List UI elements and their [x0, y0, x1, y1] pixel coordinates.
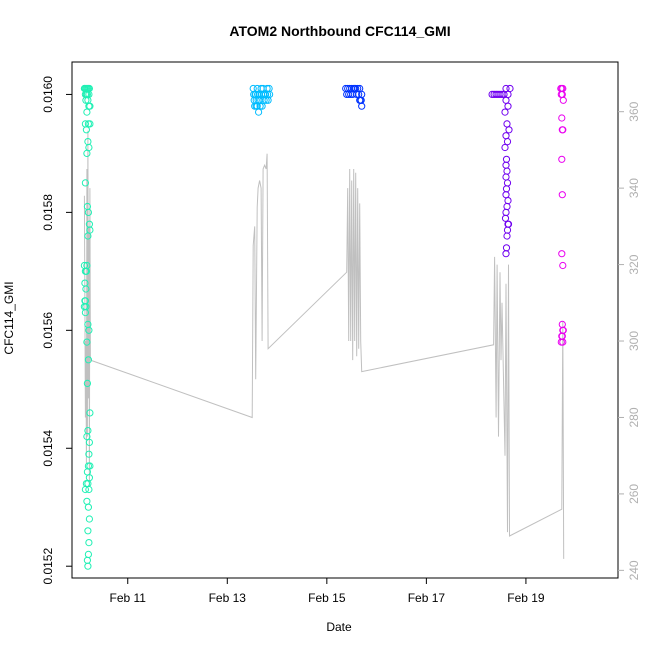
data-point [85, 485, 93, 494]
data-point [559, 338, 567, 346]
y-tick-label: 0.0160 [41, 76, 55, 113]
data-point [262, 90, 270, 99]
data-point [266, 90, 274, 99]
data-point [558, 250, 566, 258]
data-point [82, 267, 91, 275]
data-point [83, 338, 91, 346]
data-point [503, 138, 512, 146]
data-point [506, 84, 514, 93]
data-point [85, 515, 94, 523]
data-point [86, 102, 94, 110]
data-point [85, 539, 93, 547]
y2-tick-label: 300 [627, 331, 641, 351]
data-point [83, 108, 91, 116]
data-point [83, 432, 91, 441]
data-point [357, 96, 365, 104]
data-point [559, 261, 567, 270]
y2-tick-label: 360 [627, 101, 641, 121]
data-point [504, 102, 512, 110]
y2-tick-label: 240 [627, 560, 641, 580]
x-axis-label: Date [326, 620, 352, 634]
data-point [85, 84, 94, 93]
secondary-series-line [83, 130, 565, 559]
x-tick-label: Feb 13 [209, 591, 247, 605]
y-axis-label: CFC114_GMI [2, 281, 16, 354]
data-point [86, 409, 94, 417]
data-point [558, 114, 566, 122]
x-tick-label: Feb 11 [110, 591, 147, 605]
data-point [85, 450, 93, 458]
data-point [559, 96, 567, 104]
x-tick-label: Feb 15 [308, 591, 346, 605]
series-flight-1 [80, 84, 94, 570]
data-point [505, 126, 513, 134]
data-point [252, 102, 260, 110]
y-tick-label: 0.0152 [41, 548, 55, 585]
x-tick-label: Feb 19 [507, 591, 545, 605]
data-point [85, 438, 94, 446]
y-tick-label: 0.0158 [41, 194, 55, 231]
x-tick-label: Feb 17 [408, 591, 446, 605]
data-point [82, 96, 90, 104]
data-point [86, 120, 94, 128]
data-point [501, 108, 509, 116]
y2-tick-label: 340 [627, 178, 641, 198]
data-point [353, 90, 361, 99]
chart-title: ATOM2 Northbound CFC114_GMI [229, 23, 450, 39]
data-point [496, 90, 504, 99]
data-point [250, 90, 258, 99]
series-flight-3 [342, 84, 366, 110]
data-point [501, 143, 509, 152]
data-point [504, 220, 513, 228]
data-point [83, 379, 92, 387]
y2-tick-label: 280 [627, 407, 641, 427]
data-point [503, 232, 511, 240]
data-point [84, 356, 93, 364]
data-point [558, 191, 566, 199]
y2-tick-label: 320 [627, 254, 641, 274]
axes-layer: Feb 11 Feb 13 Feb 15 Feb 17 Feb 19 0.0152 0.01… [41, 61, 641, 605]
data-point [81, 309, 90, 317]
data-point [85, 326, 93, 334]
data-point [84, 503, 93, 511]
data-point [81, 485, 90, 494]
data-point [83, 149, 91, 157]
scatter-points-layer [80, 84, 567, 570]
data-point [82, 285, 90, 293]
data-point [558, 155, 566, 163]
data-point [84, 527, 92, 535]
secondary-line-layer [83, 130, 565, 559]
data-point [81, 179, 90, 187]
y2-tick-label: 260 [627, 484, 641, 504]
data-point [501, 214, 510, 222]
plot-frame [71, 61, 619, 579]
data-point [84, 562, 92, 570]
data-point [558, 126, 566, 134]
data-point [264, 90, 272, 99]
y-tick-label: 0.0154 [41, 430, 55, 467]
data-point [86, 462, 94, 470]
data-point [345, 90, 353, 99]
series-flight-5 [557, 84, 567, 346]
data-point [84, 208, 93, 216]
data-point [82, 126, 91, 134]
series-flight-4 [488, 84, 514, 258]
y-tick-label: 0.0156 [41, 312, 55, 349]
data-point [255, 108, 263, 116]
data-point [502, 250, 510, 258]
data-point [84, 232, 92, 240]
data-point [559, 326, 567, 334]
series-flight-2 [249, 84, 274, 116]
